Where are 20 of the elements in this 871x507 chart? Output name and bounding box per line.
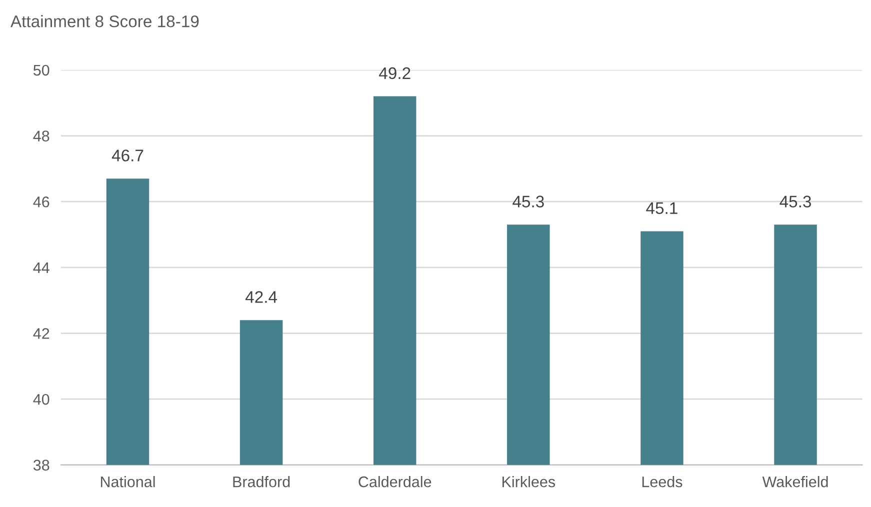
data-label: 42.4 bbox=[245, 291, 278, 303]
y-tick-label: 50 bbox=[33, 64, 50, 76]
x-tick-label: National bbox=[100, 476, 155, 488]
x-tick-label: Bradford bbox=[233, 476, 290, 488]
data-label: 46.7 bbox=[112, 150, 144, 162]
x-tick-label: Kirklees bbox=[502, 476, 556, 488]
x-tick-label: Leeds bbox=[642, 476, 682, 488]
y-tick-label: 44 bbox=[33, 262, 50, 273]
y-tick-label: 42 bbox=[33, 328, 50, 339]
data-label: 49.2 bbox=[379, 67, 410, 80]
y-tick-label: 48 bbox=[33, 130, 50, 142]
chart-title: Attainment 8 Score 18-19 bbox=[10, 15, 199, 28]
x-tick-label: Wakefield bbox=[762, 476, 828, 488]
data-label: 45.3 bbox=[512, 196, 544, 208]
y-tick-label: 40 bbox=[33, 394, 50, 405]
x-tick-label: Calderdale bbox=[358, 476, 432, 488]
data-label: 45.1 bbox=[646, 202, 678, 214]
data-label: 45.3 bbox=[780, 196, 811, 208]
y-tick-label: 38 bbox=[33, 460, 50, 471]
y-tick-label: 46 bbox=[33, 196, 50, 208]
